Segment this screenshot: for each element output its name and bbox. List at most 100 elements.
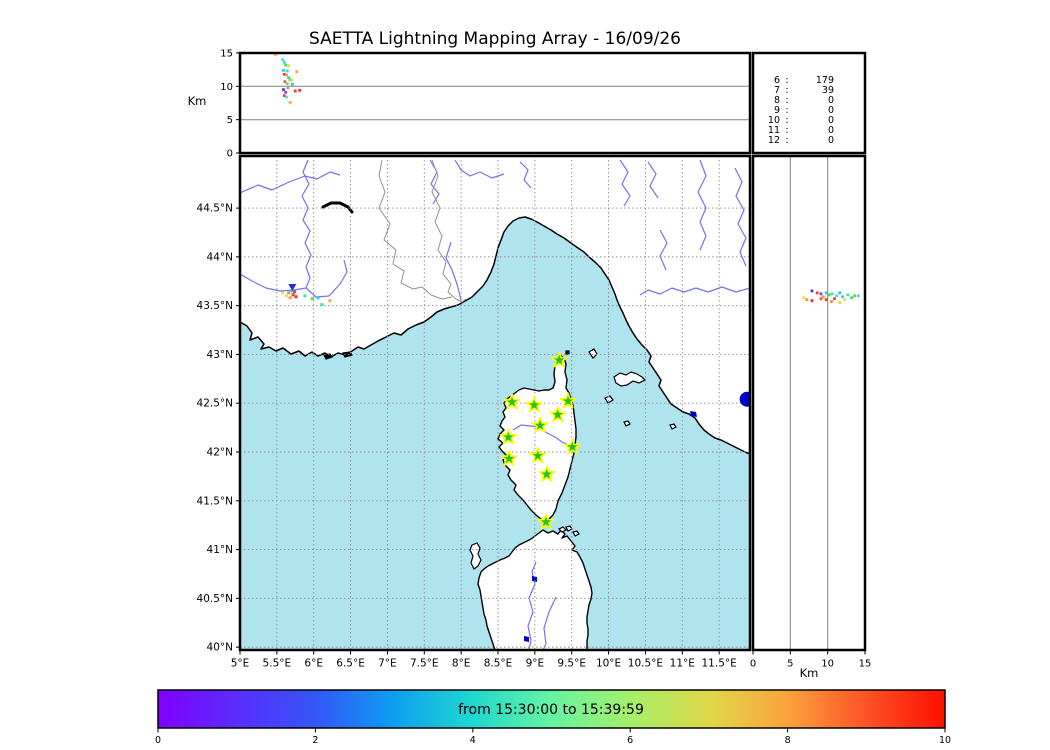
- station-star: [500, 449, 518, 466]
- scatter-point: [285, 69, 289, 73]
- lon-tick-label: 6.5°E: [336, 658, 365, 670]
- km-tick-label: 15: [220, 49, 233, 60]
- scatter-point: [328, 299, 332, 303]
- scatter-point: [835, 294, 839, 298]
- scatter-point: [281, 291, 285, 295]
- scatter-point: [273, 53, 277, 56]
- lon-tick-label: 11.5°E: [702, 658, 737, 670]
- scatter-point: [282, 60, 286, 64]
- count-separator: :: [785, 95, 788, 106]
- station-counts-rows: 6: 179 7: 39 8: 0 9: 0 10: 0 11: 0 12: 0: [768, 75, 834, 146]
- count-value: 0: [828, 135, 834, 146]
- km-tick-label: 5: [227, 115, 233, 126]
- count-station: 7: [774, 85, 780, 96]
- scatter-point: [815, 291, 819, 295]
- scatter-point: [293, 290, 297, 294]
- count-value: 0: [828, 125, 834, 136]
- scatter-point: [282, 94, 286, 98]
- scatter-point: [838, 301, 842, 305]
- alt-lat-frame: [751, 154, 867, 652]
- count-station: 6: [774, 75, 780, 86]
- lon-tick-label: 11°E: [670, 658, 695, 670]
- scatter-point: [290, 289, 294, 293]
- station-star: [549, 406, 567, 423]
- lon-tick-label: 8.5°E: [484, 658, 513, 670]
- alt-lon-ytick-labels: 15 10 5 0: [220, 49, 240, 159]
- station-star: [499, 428, 517, 445]
- lon-tick-label: 5°E: [231, 658, 250, 670]
- scatter-point: [832, 297, 836, 301]
- scatter-point: [295, 70, 299, 74]
- scatter-point: [286, 86, 290, 90]
- scatter-point: [805, 298, 809, 302]
- count-station: 12: [768, 135, 780, 146]
- alt-lon-scatter: [273, 53, 302, 104]
- count-separator: :: [785, 85, 788, 96]
- station-star: [550, 351, 568, 368]
- triangle-marker: [288, 284, 297, 292]
- map-lightning-scatter: [281, 284, 332, 307]
- colorbar-gradient: [157, 689, 946, 729]
- station-star: [525, 396, 543, 413]
- scatter-point: [282, 88, 285, 92]
- count-value: 0: [828, 105, 834, 116]
- count-separator: :: [785, 135, 788, 146]
- sea-region: [240, 217, 750, 650]
- scatter-point: [810, 289, 814, 293]
- scatter-point: [310, 297, 314, 301]
- lon-tick-label: 7.5°E: [410, 658, 439, 670]
- scatter-point: [856, 294, 860, 298]
- km-tick-label: 0: [227, 148, 233, 159]
- lat-tick-label: 44.5°N: [197, 203, 233, 215]
- lon-tick-label: 9°E: [526, 658, 545, 670]
- km-tick-label: 10: [220, 82, 233, 93]
- lon-tick-label: 7°E: [378, 658, 397, 670]
- figure-title: SAETTA Lightning Mapping Array - 16/09/2…: [309, 29, 681, 49]
- count-separator: :: [785, 125, 788, 136]
- scatter-point: [288, 296, 292, 300]
- latitude-tick-labels: 44.5°N 44°N 43.5°N 43°N 42.5°N 42°N 41.5°N 41°N…: [197, 203, 240, 654]
- alt-lat-xlabel: Km: [800, 666, 819, 680]
- rivers: [240, 159, 750, 650]
- alt-lat-tick-labels: 0 5 10 15: [750, 650, 872, 670]
- scatter-point: [316, 296, 320, 300]
- scatter-point: [853, 294, 856, 298]
- station-star: [559, 392, 577, 409]
- count-value: 0: [828, 95, 834, 106]
- scatter-point: [846, 293, 850, 297]
- count-station: 9: [774, 105, 780, 116]
- lakes: [321, 201, 697, 642]
- lon-tick-label: 8°E: [452, 658, 471, 670]
- scatter-point: [285, 82, 289, 86]
- scatter-point: [819, 292, 823, 296]
- scatter-point: [320, 303, 324, 307]
- scatter-point: [830, 292, 834, 296]
- colorbar-tick-label: 0: [155, 735, 161, 746]
- balloon-circle: [739, 391, 750, 407]
- count-value: 179: [816, 75, 834, 86]
- scatter-point: [281, 58, 285, 62]
- scatter-point: [283, 80, 287, 84]
- colorbar-tick-label: 4: [470, 735, 476, 746]
- station-counts-frame: [751, 51, 867, 155]
- scatter-point: [285, 73, 288, 77]
- lat-tick-label: 42.5°N: [197, 398, 233, 410]
- lon-tick-label: 9.5°E: [557, 658, 586, 670]
- station-star: [564, 438, 581, 455]
- count-value: 0: [828, 115, 834, 126]
- corsica-island: [497, 354, 577, 523]
- scatter-point: [282, 72, 286, 76]
- scatter-point: [288, 78, 292, 82]
- lon-tick-label: 6°E: [304, 658, 323, 670]
- station-star: [531, 416, 549, 433]
- scatter-point: [830, 300, 833, 304]
- scatter-point: [827, 293, 831, 297]
- scatter-point: [287, 76, 291, 80]
- station-star: [503, 393, 521, 410]
- alt-lon-panel: Km 15 10 5 0: [188, 49, 752, 159]
- station-star: [537, 513, 555, 530]
- lat-tick-label: 42°N: [207, 447, 233, 459]
- colorbar-tick-label: 8: [785, 735, 791, 746]
- km-tick-label: 15: [859, 659, 872, 670]
